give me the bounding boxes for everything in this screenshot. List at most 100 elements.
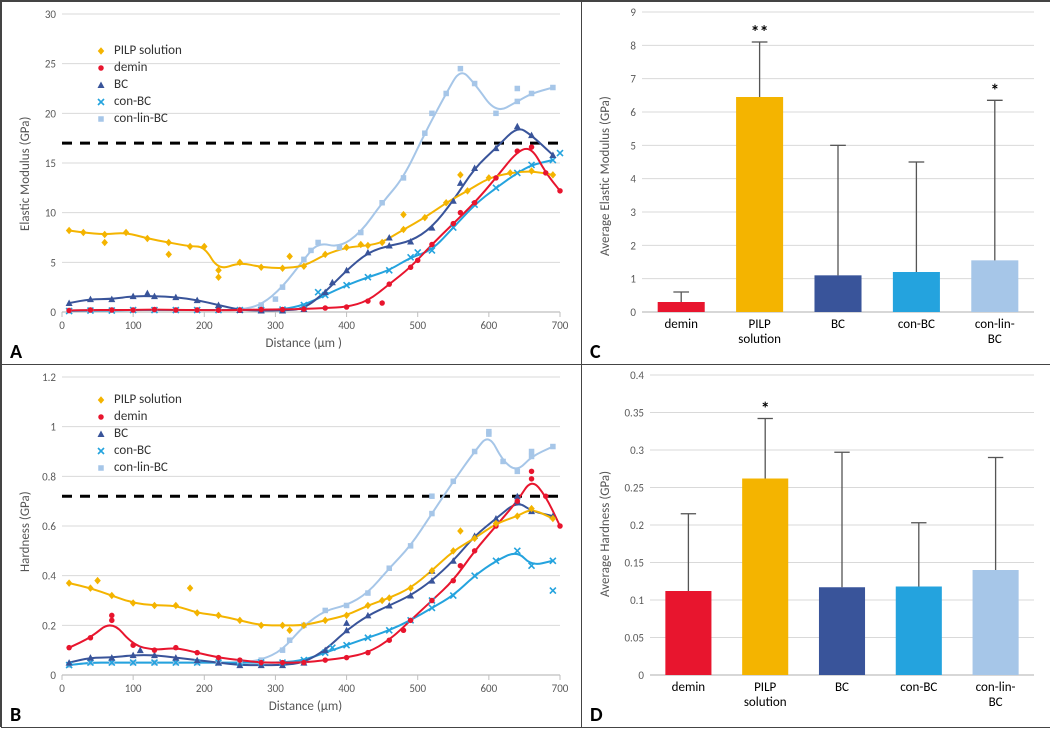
svg-text:500: 500 <box>409 682 426 695</box>
svg-text:0: 0 <box>638 669 644 682</box>
svg-text:200: 200 <box>196 682 213 695</box>
svg-text:*: * <box>990 79 999 101</box>
svg-text:con-lin-: con-lin- <box>975 317 1015 332</box>
panel-a-legend: PILP solutiondeminBCcon-BCcon-lin-BC <box>94 42 182 127</box>
chart-a-svg: 0100200300400500600700051015202530 <box>2 2 583 366</box>
legend-label: con-lin-BC <box>114 110 168 127</box>
legend-label: con-BC <box>114 442 151 459</box>
svg-text:100: 100 <box>125 319 142 332</box>
panel-d: 0 0.05 0.1 0.15 0.2 0.25 0.3 0.35 0.4 demin * PILPs… <box>581 364 1050 728</box>
svg-text:PILP: PILP <box>749 317 771 332</box>
svg-text:0: 0 <box>59 319 65 332</box>
svg-text:400: 400 <box>338 682 355 695</box>
legend-label: demin <box>114 59 148 76</box>
svg-text:2: 2 <box>630 239 636 252</box>
panel-a-y-title: Elastic Modulus (GPa) <box>18 117 33 231</box>
svg-text:0.4: 0.4 <box>630 369 644 382</box>
legend-label: BC <box>114 425 128 442</box>
svg-text:500: 500 <box>409 319 426 332</box>
legend-label: PILP solution <box>114 391 182 408</box>
svg-text:BC: BC <box>989 695 1003 710</box>
panel-a-label: A <box>10 340 22 364</box>
svg-text:0.2: 0.2 <box>42 619 56 632</box>
svg-text:20: 20 <box>45 107 57 120</box>
panel-b-legend: PILP solutiondeminBCcon-BCcon-lin-BC <box>94 391 182 476</box>
legend-label: con-BC <box>114 93 151 110</box>
svg-text:1: 1 <box>630 273 636 286</box>
panel-c-label: C <box>590 340 601 364</box>
svg-text:1.2: 1.2 <box>42 371 56 384</box>
svg-text:5: 5 <box>630 139 636 152</box>
svg-text:0: 0 <box>50 306 56 319</box>
svg-text:0: 0 <box>59 682 65 695</box>
svg-text:BC: BC <box>835 680 849 695</box>
svg-text:0.2: 0.2 <box>630 519 644 532</box>
svg-text:300: 300 <box>267 319 284 332</box>
svg-text:5: 5 <box>50 256 56 269</box>
svg-text:9: 9 <box>630 6 636 19</box>
svg-text:*: * <box>761 398 770 420</box>
svg-text:BC: BC <box>988 332 1002 347</box>
panel-c: 0123456789demin**PILPsolutionBCcon-BC*co… <box>581 1 1050 365</box>
svg-text:con-lin-: con-lin- <box>976 680 1016 695</box>
svg-text:0.6: 0.6 <box>42 520 56 533</box>
panel-b-label: B <box>10 703 21 727</box>
svg-text:demin: demin <box>664 317 698 332</box>
legend-label: con-lin-BC <box>114 459 168 476</box>
legend-item-conbc: con-BC <box>94 93 182 110</box>
svg-text:1: 1 <box>50 421 56 434</box>
svg-text:700: 700 <box>552 319 569 332</box>
svg-text:BC: BC <box>831 317 845 332</box>
panel-d-y-title: Average Hardness (GPa) <box>598 470 613 596</box>
legend-label: demin <box>114 408 148 425</box>
svg-text:700: 700 <box>552 682 569 695</box>
svg-text:600: 600 <box>480 319 497 332</box>
legend-item-conlin: con-lin-BC <box>94 110 182 127</box>
chart-c-svg: 0123456789demin**PILPsolutionBCcon-BC*co… <box>582 2 1050 366</box>
svg-text:30: 30 <box>45 8 57 21</box>
svg-text:solution: solution <box>744 695 787 710</box>
svg-text:**: ** <box>751 21 769 43</box>
svg-text:0.3: 0.3 <box>630 444 644 457</box>
svg-text:0.8: 0.8 <box>42 470 56 483</box>
svg-text:0.15: 0.15 <box>624 557 644 570</box>
panel-b-y-title: Hardness (GPa) <box>18 491 33 572</box>
chart-d-svg: 0 0.05 0.1 0.15 0.2 0.25 0.3 0.35 0.4 demin * PILPs… <box>582 365 1050 729</box>
panel-c-y-title: Average Elastic Modulus (GPa) <box>598 96 613 256</box>
panel-a-x-title: Distance (µm ) <box>266 336 342 351</box>
legend-item-bc: BC <box>94 425 182 442</box>
svg-text:PILP: PILP <box>754 680 776 695</box>
svg-text:25: 25 <box>45 58 56 71</box>
svg-text:0.4: 0.4 <box>42 570 56 583</box>
svg-text:600: 600 <box>480 682 497 695</box>
svg-text:7: 7 <box>630 73 636 86</box>
svg-text:demin: demin <box>672 680 706 695</box>
svg-text:6: 6 <box>630 106 636 119</box>
svg-text:100: 100 <box>125 682 142 695</box>
legend-item-demin: demin <box>94 408 182 425</box>
svg-text:con-BC: con-BC <box>898 317 935 332</box>
legend-item-bc: BC <box>94 76 182 93</box>
legend-item-conlin: con-lin-BC <box>94 459 182 476</box>
svg-text:0.35: 0.35 <box>624 407 644 420</box>
panel-d-label: D <box>590 703 603 727</box>
legend-item-pilp: PILP solution <box>94 391 182 408</box>
svg-text:0: 0 <box>630 306 636 319</box>
panel-b: 010020030040050060070000.20.40.60.811.2 … <box>1 364 582 728</box>
svg-text:0.25: 0.25 <box>624 482 644 495</box>
svg-text:10: 10 <box>45 207 57 220</box>
svg-text:400: 400 <box>338 319 355 332</box>
legend-label: PILP solution <box>114 42 182 59</box>
svg-text:0.05: 0.05 <box>624 632 644 645</box>
legend-item-pilp: PILP solution <box>94 42 182 59</box>
svg-text:15: 15 <box>45 157 56 170</box>
svg-text:0.1: 0.1 <box>630 594 644 607</box>
svg-text:solution: solution <box>738 332 781 347</box>
legend-label: BC <box>114 76 128 93</box>
chart-b-svg: 010020030040050060070000.20.40.60.811.2 <box>2 365 583 729</box>
legend-item-demin: demin <box>94 59 182 76</box>
panel-a: 0100200300400500600700051015202530 Elast… <box>1 1 582 365</box>
svg-text:300: 300 <box>267 682 284 695</box>
svg-text:8: 8 <box>630 39 636 52</box>
legend-item-conbc: con-BC <box>94 442 182 459</box>
